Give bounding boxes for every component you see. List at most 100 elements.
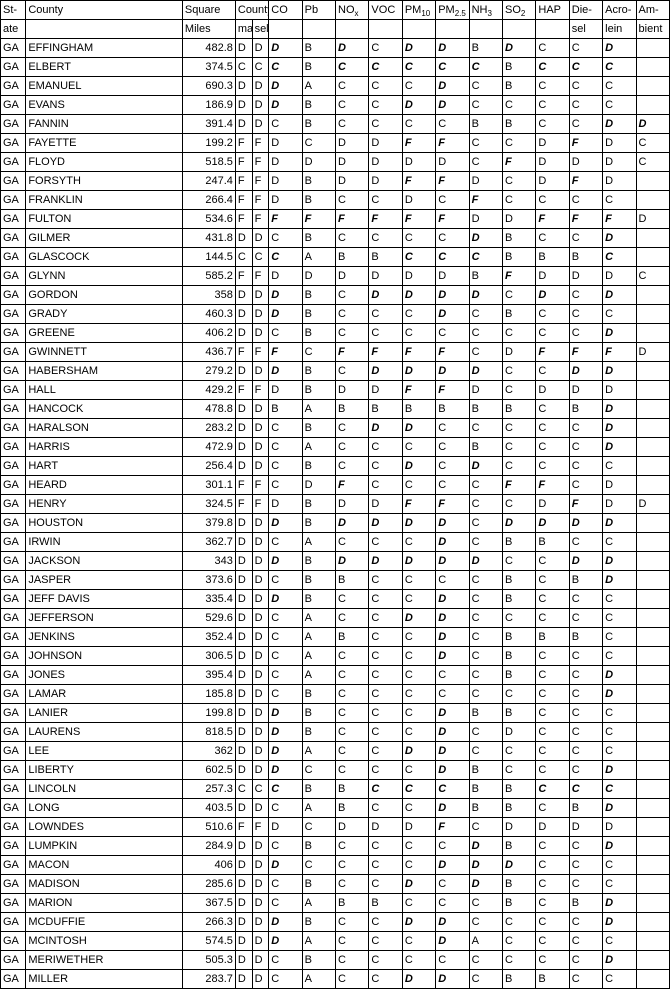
cell-county: HALL bbox=[26, 381, 183, 400]
cell-grade: D bbox=[302, 476, 335, 495]
cell-grade: C bbox=[569, 39, 602, 58]
cell-county: JEFFERSON bbox=[26, 609, 183, 628]
cell-county: ELBERT bbox=[26, 58, 183, 77]
cell-grade: D bbox=[252, 324, 269, 343]
cell-grade: B bbox=[302, 590, 335, 609]
header-cell: NOx bbox=[336, 1, 369, 20]
cell-grade: D bbox=[436, 286, 469, 305]
cell-grade: F bbox=[252, 172, 269, 191]
cell-grade: B bbox=[469, 115, 502, 134]
cell-grade: D bbox=[569, 552, 602, 571]
cell-grade: D bbox=[336, 552, 369, 571]
cell-grade: D bbox=[235, 799, 252, 818]
cell-grade: C bbox=[436, 780, 469, 799]
cell-grade: C bbox=[569, 875, 602, 894]
cell-grade: B bbox=[436, 400, 469, 419]
cell-grade: D bbox=[436, 704, 469, 723]
cell-grade: C bbox=[469, 818, 502, 837]
cell-grade: C bbox=[269, 115, 302, 134]
cell-miles: 335.4 bbox=[182, 590, 235, 609]
cell-grade: C bbox=[369, 476, 402, 495]
cell-grade: D bbox=[369, 419, 402, 438]
cell-grade bbox=[636, 229, 669, 248]
cell-grade: D bbox=[235, 457, 252, 476]
cell-grade: C bbox=[569, 457, 602, 476]
cell-grade: D bbox=[603, 286, 636, 305]
cell-grade: D bbox=[569, 818, 602, 837]
cell-grade: D bbox=[536, 267, 569, 286]
cell-grade: C bbox=[536, 647, 569, 666]
table-row: GAGWINNETT436.7FFFCFFFFCDFFFD bbox=[1, 343, 670, 362]
cell-grade: D bbox=[603, 894, 636, 913]
cell-grade: C bbox=[402, 571, 435, 590]
cell-grade: C bbox=[436, 666, 469, 685]
header-cell: Am- bbox=[636, 1, 669, 20]
cell-grade: C bbox=[336, 875, 369, 894]
cell-state: GA bbox=[1, 381, 26, 400]
cell-grade: C bbox=[369, 647, 402, 666]
cell-grade: D bbox=[269, 723, 302, 742]
cell-grade: D bbox=[269, 305, 302, 324]
cell-grade: C bbox=[469, 343, 502, 362]
cell-grade bbox=[636, 191, 669, 210]
cell-state: GA bbox=[1, 343, 26, 362]
cell-grade: C bbox=[269, 628, 302, 647]
cell-grade: D bbox=[469, 875, 502, 894]
cell-grade bbox=[636, 571, 669, 590]
cell-grade: C bbox=[402, 438, 435, 457]
cell-grade: C bbox=[269, 780, 302, 799]
cell-grade: C bbox=[569, 647, 602, 666]
cell-grade: C bbox=[536, 590, 569, 609]
cell-grade: C bbox=[336, 609, 369, 628]
cell-grade: D bbox=[536, 134, 569, 153]
header-cell: Square bbox=[182, 1, 235, 20]
cell-grade: D bbox=[603, 666, 636, 685]
cell-grade: C bbox=[502, 685, 535, 704]
cell-grade: D bbox=[235, 514, 252, 533]
table-row: GAJACKSON343DDDBDDDDDCCDD bbox=[1, 552, 670, 571]
cell-grade: B bbox=[502, 248, 535, 267]
cell-grade: C bbox=[469, 951, 502, 970]
cell-grade: D bbox=[235, 115, 252, 134]
cell-grade: C bbox=[636, 153, 669, 172]
cell-grade: C bbox=[436, 571, 469, 590]
cell-county: JEFF DAVIS bbox=[26, 590, 183, 609]
cell-grade: D bbox=[235, 723, 252, 742]
cell-county: GLYNN bbox=[26, 267, 183, 286]
cell-miles: 279.2 bbox=[182, 362, 235, 381]
cell-county: JACKSON bbox=[26, 552, 183, 571]
cell-grade: D bbox=[469, 457, 502, 476]
cell-county: JONES bbox=[26, 666, 183, 685]
cell-grade: A bbox=[302, 533, 335, 552]
cell-grade: C bbox=[469, 495, 502, 514]
cell-grade: C bbox=[603, 191, 636, 210]
cell-grade: C bbox=[536, 58, 569, 77]
cell-grade: C bbox=[603, 590, 636, 609]
table-row: GAGILMER431.8DDCBCCCCDBCCD bbox=[1, 229, 670, 248]
cell-grade: C bbox=[402, 77, 435, 96]
cell-grade: B bbox=[336, 248, 369, 267]
cell-grade: C bbox=[436, 419, 469, 438]
cell-grade: C bbox=[235, 58, 252, 77]
cell-grade: D bbox=[235, 666, 252, 685]
cell-state: GA bbox=[1, 419, 26, 438]
cell-grade: D bbox=[369, 172, 402, 191]
cell-miles: 429.2 bbox=[182, 381, 235, 400]
cell-grade: D bbox=[469, 362, 502, 381]
cell-grade: D bbox=[603, 39, 636, 58]
cell-grade: F bbox=[569, 134, 602, 153]
cell-grade bbox=[636, 742, 669, 761]
cell-grade: C bbox=[469, 134, 502, 153]
cell-miles: 510.6 bbox=[182, 818, 235, 837]
header-cell: CO bbox=[269, 1, 302, 20]
cell-grade: D bbox=[502, 723, 535, 742]
cell-state: GA bbox=[1, 324, 26, 343]
table-row: GAMERIWETHER505.3DDCBCCCCCCCCD bbox=[1, 951, 670, 970]
cell-grade: C bbox=[369, 685, 402, 704]
cell-grade: D bbox=[569, 267, 602, 286]
cell-grade: D bbox=[269, 495, 302, 514]
cell-grade: D bbox=[436, 77, 469, 96]
cell-grade: D bbox=[252, 932, 269, 951]
cell-grade: D bbox=[402, 267, 435, 286]
cell-grade: D bbox=[252, 647, 269, 666]
